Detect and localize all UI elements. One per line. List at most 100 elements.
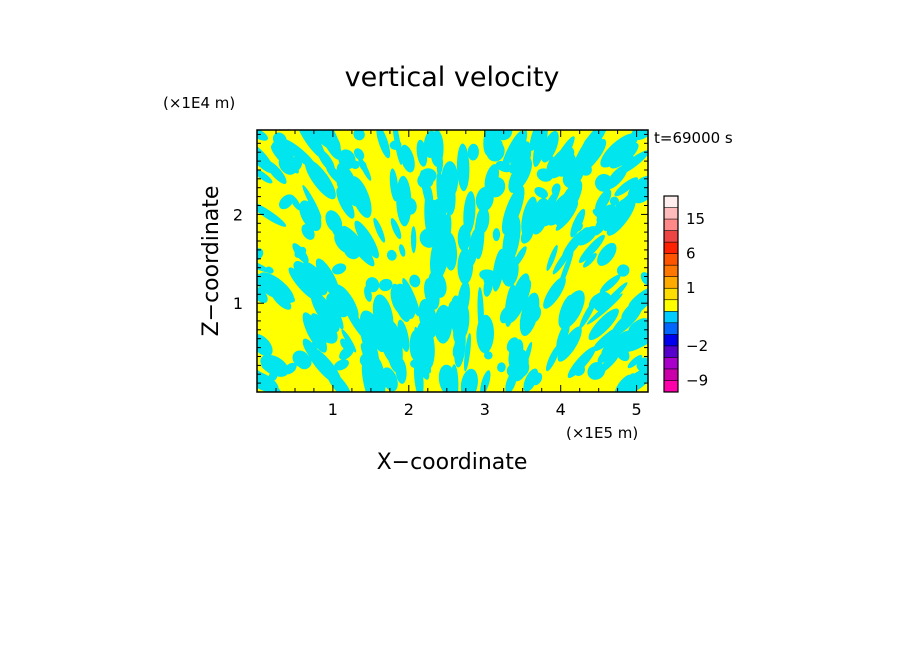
field-streak [326,295,344,330]
time-label: t=69000 s [654,129,733,147]
field-streak [578,234,605,264]
field-streak [546,191,575,226]
y-axis-label: Z−coordinate [199,186,224,337]
field-streak [410,358,427,369]
field-streak [332,263,347,275]
colorbar-segment [664,242,678,254]
field-streak [556,321,570,351]
colorbar-segment [664,288,678,301]
colorbar-segment [664,357,678,370]
field-streak [541,130,559,163]
colorbar-segment [664,276,678,289]
field-streak [326,370,352,392]
field-streak [529,130,542,151]
field-streak [475,186,494,212]
field-streak [511,273,530,312]
field-streak [592,208,609,221]
field-streak [332,223,346,239]
colorbar-label: −2 [686,337,708,355]
field-streak [272,132,287,147]
field-streak [310,291,340,333]
field-streak [513,246,527,267]
field-streak [630,185,648,204]
field-streak [315,258,340,299]
field-streak [402,278,420,317]
field-streak [592,325,625,352]
colorbar-segment [664,380,678,393]
field-streak [416,139,428,167]
field-streak [301,224,315,240]
field-streak [474,213,485,260]
field-streak [587,361,606,380]
field-streak [609,196,619,206]
field-streak [601,341,614,356]
field-streak [357,155,372,181]
field-streak [438,213,452,256]
field-streak [386,249,397,261]
colorbar-segment [664,299,678,312]
field-streak [338,149,356,170]
field-streak [438,364,457,392]
field-streak [499,307,511,324]
field-streak [523,368,539,392]
field-streak [336,187,355,219]
field-streak [595,189,612,213]
colorbar-frame [663,195,679,393]
field-streak [576,227,589,240]
field-streak [302,185,322,220]
field-streak [501,185,525,235]
field-streak [533,130,548,168]
field-streak [600,133,638,168]
field-streak [257,286,268,304]
field-streak [618,369,646,389]
field-streak [261,364,280,376]
field-streak [257,248,264,261]
field-streak [414,326,432,374]
x-tick-label: 3 [480,400,490,419]
field-streak [302,338,320,362]
field-streak [620,143,632,156]
field-streak [616,264,630,277]
field-streak [627,354,643,369]
field-streak [502,214,521,266]
field-streak [340,338,350,351]
x-tick-label: 5 [632,400,642,419]
colorbar-segment [664,230,678,243]
field-streak [294,246,307,258]
field-streak [517,141,532,174]
field-streak [570,130,596,173]
y-tick-label: 2 [233,205,243,224]
field-streak [385,320,403,373]
colorbar-segment [664,207,678,220]
field-streak [534,186,548,199]
field-streak [540,188,560,218]
field-streak [349,176,372,218]
colorbar-segment [664,265,678,278]
colorbar-segment [664,196,678,208]
x-scale-label: (×1E5 m) [566,424,638,442]
field-streak [508,339,524,368]
field-streak [439,306,454,321]
field-streak [289,194,301,211]
field-streak [586,293,623,325]
field-streak [373,217,386,243]
field-streak [390,218,402,240]
field-streak [304,159,336,200]
field-streak [463,191,476,235]
field-streak [501,130,523,170]
field-streak [572,221,583,232]
colorbar-label: 1 [686,279,696,297]
field-streak [353,130,365,141]
field-streak [614,177,639,197]
field-streak [606,198,636,236]
field-streak [484,351,493,360]
field-streak [257,334,273,357]
field-streak [430,130,444,167]
field-streak [397,319,410,352]
colorbar-segment [664,368,678,381]
field-streak [381,367,398,392]
field-streak [597,337,631,364]
field-streak [409,274,421,288]
field-streak [302,312,327,353]
